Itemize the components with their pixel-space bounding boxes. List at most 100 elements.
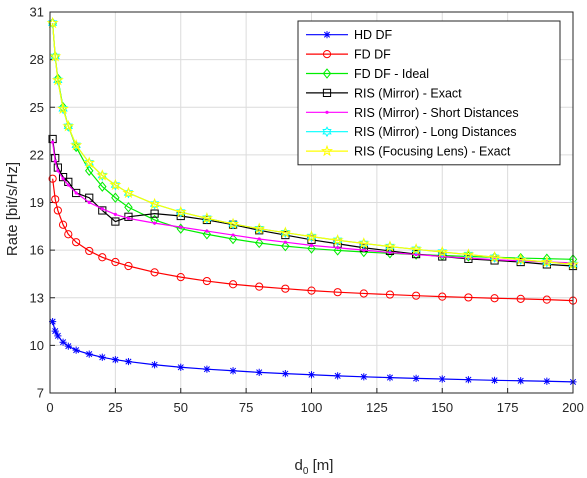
data-point	[63, 120, 73, 132]
data-point	[174, 205, 187, 218]
data-point	[56, 169, 60, 173]
data-point	[109, 178, 122, 191]
data-point	[59, 338, 67, 346]
legend-label: RIS (Mirror) - Exact	[354, 86, 462, 100]
series-fd-df	[48, 174, 578, 305]
x-tick-labels: 0 25 50 75 100 125 150 175 200	[46, 400, 583, 415]
data-point	[85, 350, 93, 358]
data-point	[307, 371, 316, 379]
data-point	[357, 237, 370, 249]
data-point	[124, 357, 133, 366]
data-point	[150, 268, 159, 277]
data-point	[542, 295, 551, 304]
data-point	[51, 140, 55, 144]
legend-entry-fd-df: FD DF	[306, 48, 391, 62]
legend-marker	[323, 31, 331, 39]
legend: HD DF FD DF FD DF - Ideal RIS (Mirror) - Ex…	[297, 20, 561, 166]
data-point	[53, 159, 57, 163]
x-tick-label: 50	[174, 400, 188, 415]
data-point	[98, 353, 106, 361]
data-point	[462, 248, 475, 260]
data-point	[124, 202, 133, 213]
data-point	[490, 376, 499, 384]
data-point	[176, 273, 185, 282]
data-point	[58, 173, 68, 182]
data-point	[72, 238, 81, 247]
data-point	[360, 373, 368, 381]
x-tick-label: 25	[108, 400, 122, 415]
y-tick-label: 31	[30, 5, 44, 20]
data-point	[514, 253, 527, 265]
data-point	[62, 119, 75, 132]
y-tick-label: 28	[30, 52, 44, 67]
data-point	[359, 238, 369, 249]
y-tick-label: 25	[30, 100, 44, 115]
data-point	[71, 139, 81, 151]
data-point	[70, 139, 83, 151]
legend-entry-ris-focusing-lens-exact: RIS (Focusing Lens) - Exact	[306, 145, 511, 159]
data-point	[490, 294, 499, 303]
y-tick-label: 19	[30, 195, 44, 210]
legend-entry-hd-df: HD DF	[306, 28, 393, 42]
legend-label: RIS (Mirror) - Short Distances	[354, 106, 519, 120]
data-point	[205, 229, 209, 233]
data-point	[281, 370, 289, 378]
data-point	[74, 191, 78, 195]
y-tick-label: 7	[37, 386, 44, 401]
data-point	[203, 365, 211, 373]
data-point	[58, 102, 68, 113]
x-tick-label: 0	[46, 400, 53, 415]
legend-marker	[322, 68, 332, 79]
data-point	[359, 289, 368, 298]
data-point	[58, 220, 68, 229]
data-point	[61, 177, 65, 181]
data-point	[122, 186, 135, 199]
data-point	[438, 292, 447, 301]
data-point	[72, 346, 80, 354]
data-point	[54, 332, 62, 340]
data-point	[98, 253, 107, 262]
data-point	[412, 374, 420, 382]
data-point	[49, 317, 57, 326]
data-point	[437, 246, 447, 258]
data-point	[72, 188, 81, 198]
x-axis-label-unit: [m]	[308, 457, 333, 474]
data-point	[254, 223, 264, 235]
data-point	[53, 206, 62, 215]
data-point	[84, 157, 94, 169]
data-point	[334, 372, 342, 380]
data-point	[202, 212, 212, 224]
data-point	[279, 226, 292, 238]
y-tick-labels: 7 10 13 16 19 22 25 28 31	[30, 5, 44, 401]
series-ris-focusing-lens-exact	[46, 16, 580, 270]
data-point	[64, 342, 72, 350]
data-point	[516, 294, 525, 303]
data-point	[84, 165, 94, 176]
data-point	[87, 200, 91, 205]
legend-entry-ris-mirror-long-distances: RIS (Mirror) - Long Distances	[306, 125, 517, 139]
plot-frame	[49, 11, 574, 394]
legend-marker	[320, 144, 334, 157]
legend-label: FD DF	[354, 48, 391, 62]
data-point	[410, 243, 423, 255]
data-point	[51, 73, 64, 86]
data-point	[255, 282, 264, 291]
data-point	[257, 237, 261, 241]
data-point	[309, 243, 314, 247]
series-line	[52, 23, 574, 266]
data-point	[255, 368, 263, 376]
data-point	[383, 240, 396, 252]
data-point	[150, 209, 159, 218]
legend-marker	[325, 110, 329, 114]
data-point	[412, 291, 421, 300]
data-point	[542, 256, 552, 268]
legend-entry-ris-mirror-short-distances: RIS (Mirror) - Short Distances	[306, 106, 519, 120]
data-point	[333, 288, 342, 297]
data-point	[111, 217, 120, 226]
data-point	[57, 102, 70, 114]
y-tick-label: 13	[30, 290, 44, 305]
data-point	[48, 174, 57, 183]
data-point	[202, 276, 211, 286]
data-point	[283, 240, 287, 244]
